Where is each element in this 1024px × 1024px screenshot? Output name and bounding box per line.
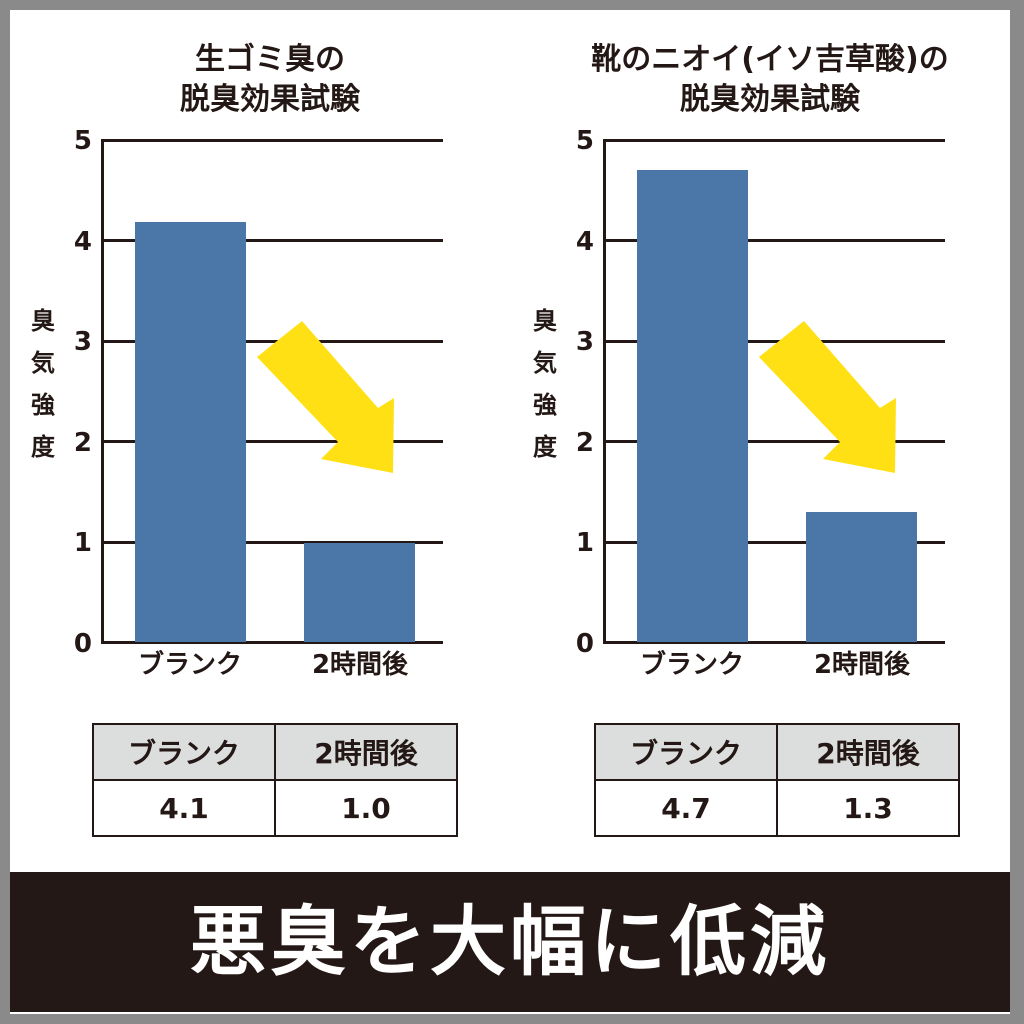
- y-tick: 5: [73, 126, 92, 156]
- infographic-canvas: 生ゴミ臭の 脱臭効果試験 臭 気 強 度 5 4 3 2 1 0: [10, 10, 1010, 1014]
- gridline: [102, 440, 443, 443]
- x-category-label: 2時間後: [311, 650, 409, 680]
- chart-title-line2: 脱臭効果試験: [180, 82, 360, 117]
- x-category-label: ブランク: [639, 650, 744, 680]
- y-tick: 4: [575, 227, 594, 257]
- y-axis-label-char: 度: [31, 433, 55, 461]
- table-row: 4.1 1.0: [92, 779, 458, 837]
- y-tick: 0: [73, 629, 92, 659]
- y-axis-label: 臭 気 強 度: [530, 300, 560, 468]
- y-axis-label-char: 強: [533, 391, 557, 419]
- table-header-cell: 2時間後: [274, 723, 458, 781]
- headline-text: 悪臭を大幅に低減: [190, 897, 830, 986]
- y-tick: 2: [73, 428, 92, 458]
- gridline: [604, 239, 945, 242]
- y-axis-label-char: 気: [533, 349, 557, 377]
- y-tick: 0: [575, 629, 594, 659]
- table-cell: 1.0: [274, 779, 458, 837]
- chart-title-line1: 生ゴミ臭の: [195, 42, 345, 77]
- gridline: [604, 139, 945, 142]
- table-cell: 4.7: [594, 779, 778, 837]
- gridline: [102, 541, 443, 544]
- x-category-label: ブランク: [137, 650, 242, 680]
- y-tick: 1: [575, 528, 594, 558]
- table-cell: 4.1: [92, 779, 276, 837]
- gridline: [604, 541, 945, 544]
- y-tick: 2: [575, 428, 594, 458]
- chart-title: 靴のニオイ(イソ吉草酸)の 脱臭効果試験: [550, 40, 990, 120]
- y-axis-label-char: 度: [533, 433, 557, 461]
- y-tick: 1: [73, 528, 92, 558]
- y-axis-line: [603, 139, 606, 644]
- y-axis-label-char: 臭: [533, 307, 557, 335]
- table-header-cell: ブランク: [594, 723, 778, 781]
- table-header-cell: 2時間後: [776, 723, 960, 781]
- data-table: ブランク 2時間後 4.7 1.3: [594, 723, 960, 837]
- gridline: [604, 440, 945, 443]
- gridline: [102, 139, 443, 142]
- table-header-cell: ブランク: [92, 723, 276, 781]
- y-tick: 4: [73, 227, 92, 257]
- y-axis-line: [101, 139, 104, 644]
- y-tick: 3: [73, 327, 92, 357]
- bar-after-2h: [806, 512, 917, 642]
- table-row: 4.7 1.3: [594, 779, 960, 837]
- gridline: [604, 340, 945, 343]
- y-tick: 3: [575, 327, 594, 357]
- x-category-label: 2時間後: [813, 650, 911, 680]
- x-axis-line: [102, 641, 443, 644]
- bar-blank: [637, 170, 748, 642]
- down-arrow-icon: [257, 321, 394, 473]
- headline-banner: 悪臭を大幅に低減: [10, 872, 1010, 1012]
- chart-title-line1: 靴のニオイ(イソ吉草酸)の: [591, 42, 949, 77]
- table-cell: 1.3: [776, 779, 960, 837]
- y-axis-label-char: 臭: [31, 307, 55, 335]
- y-tick: 5: [575, 126, 594, 156]
- y-axis-label: 臭 気 強 度: [28, 300, 58, 468]
- bar-blank: [135, 222, 246, 642]
- y-axis-label-char: 気: [31, 349, 55, 377]
- data-table: ブランク 2時間後 4.1 1.0: [92, 723, 458, 837]
- chart-title-line2: 脱臭効果試験: [680, 82, 860, 117]
- gridline: [102, 239, 443, 242]
- chart-title: 生ゴミ臭の 脱臭効果試験: [100, 40, 440, 120]
- bar-after-2h: [304, 543, 415, 642]
- gridline: [102, 340, 443, 343]
- table-header-row: ブランク 2時間後: [92, 723, 458, 781]
- x-axis-line: [604, 641, 945, 644]
- y-axis-label-char: 強: [31, 391, 55, 419]
- table-header-row: ブランク 2時間後: [594, 723, 960, 781]
- down-arrow-icon: [759, 321, 896, 473]
